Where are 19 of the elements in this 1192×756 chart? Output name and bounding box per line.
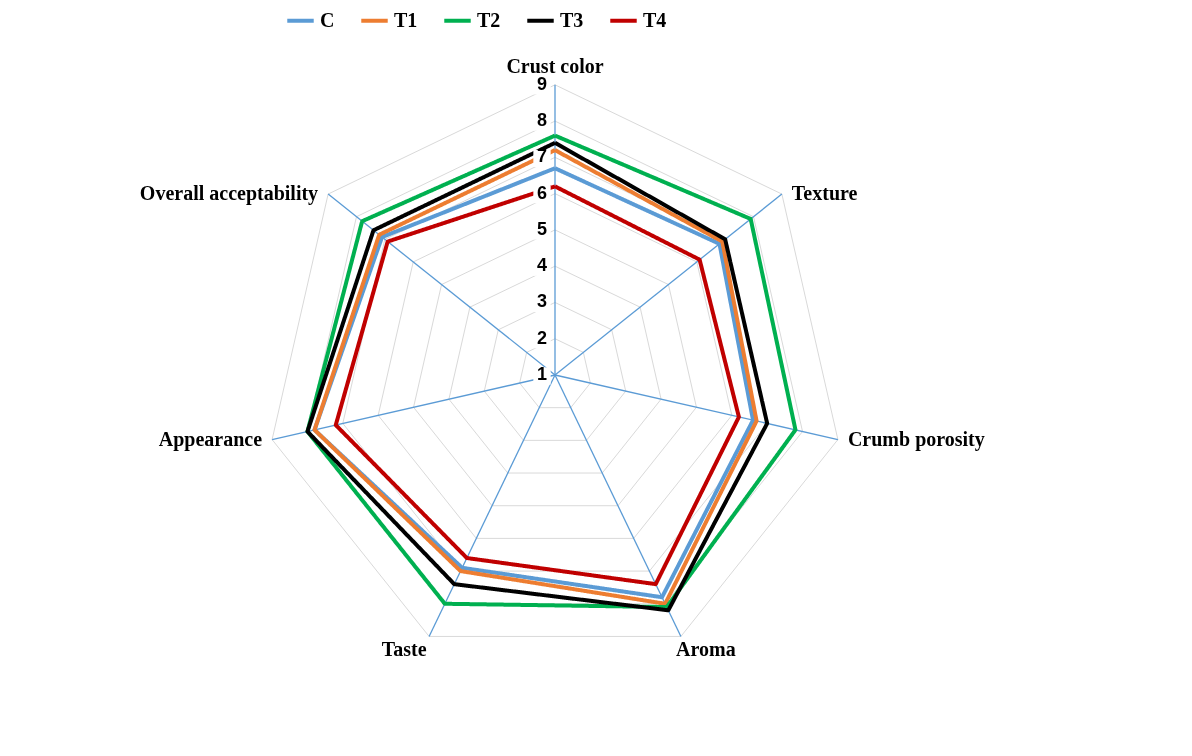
- spoke-label: Aroma: [676, 638, 736, 661]
- spoke-label: Taste: [381, 638, 427, 661]
- spoke-label: Texture: [791, 182, 858, 205]
- y-tick-label: 5: [536, 218, 547, 239]
- y-tick-label: 1: [536, 364, 547, 384]
- legend-label: T2: [477, 8, 501, 31]
- spoke-label: Overall acceptability: [139, 182, 319, 206]
- y-tick-label: 4: [536, 255, 547, 276]
- legend-label: T4: [643, 8, 667, 31]
- y-tick-label: 3: [536, 291, 547, 312]
- spoke-label: Crumb porosity: [847, 427, 985, 451]
- legend-label: C: [320, 8, 335, 31]
- y-tick-label: 2: [536, 327, 547, 348]
- y-tick-label: 6: [536, 182, 547, 203]
- legend-label: T3: [560, 8, 584, 31]
- y-tick-label: 7: [536, 146, 547, 167]
- legend-label: T1: [394, 8, 418, 31]
- y-tick-label: 8: [536, 110, 547, 131]
- spoke-label: Appearance: [158, 427, 263, 451]
